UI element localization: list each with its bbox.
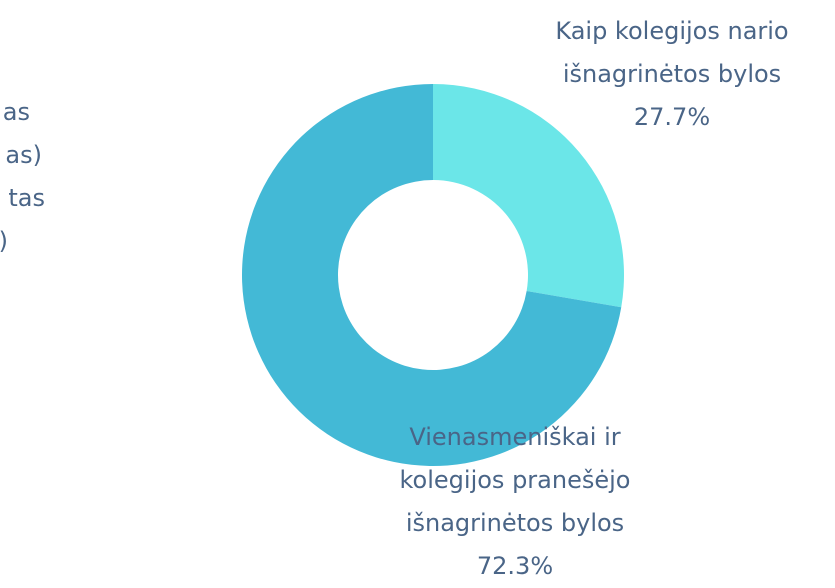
donut-slice [433, 84, 624, 308]
slice-label: Vienasmeniškai ir kolegijos pranešėjo iš… [392, 416, 638, 588]
slice-label: Kaip kolegijos nario išnagrinėtos bylos … [507, 10, 835, 139]
cropped-label-line: tas [8, 184, 45, 212]
cropped-label-line: ) [0, 220, 8, 263]
value-label: 72.3% [476, 552, 554, 580]
value-label: 27.7% [633, 103, 711, 131]
category-label: Vienasmeniškai ir kolegijos pranešėjo iš… [399, 423, 631, 537]
donut-slice [242, 84, 622, 467]
category-label: Kaip kolegijos nario išnagrinėtos bylos [555, 17, 789, 88]
cropped-label-line: as) [5, 141, 42, 169]
cropped-label-line: as [2, 98, 30, 126]
